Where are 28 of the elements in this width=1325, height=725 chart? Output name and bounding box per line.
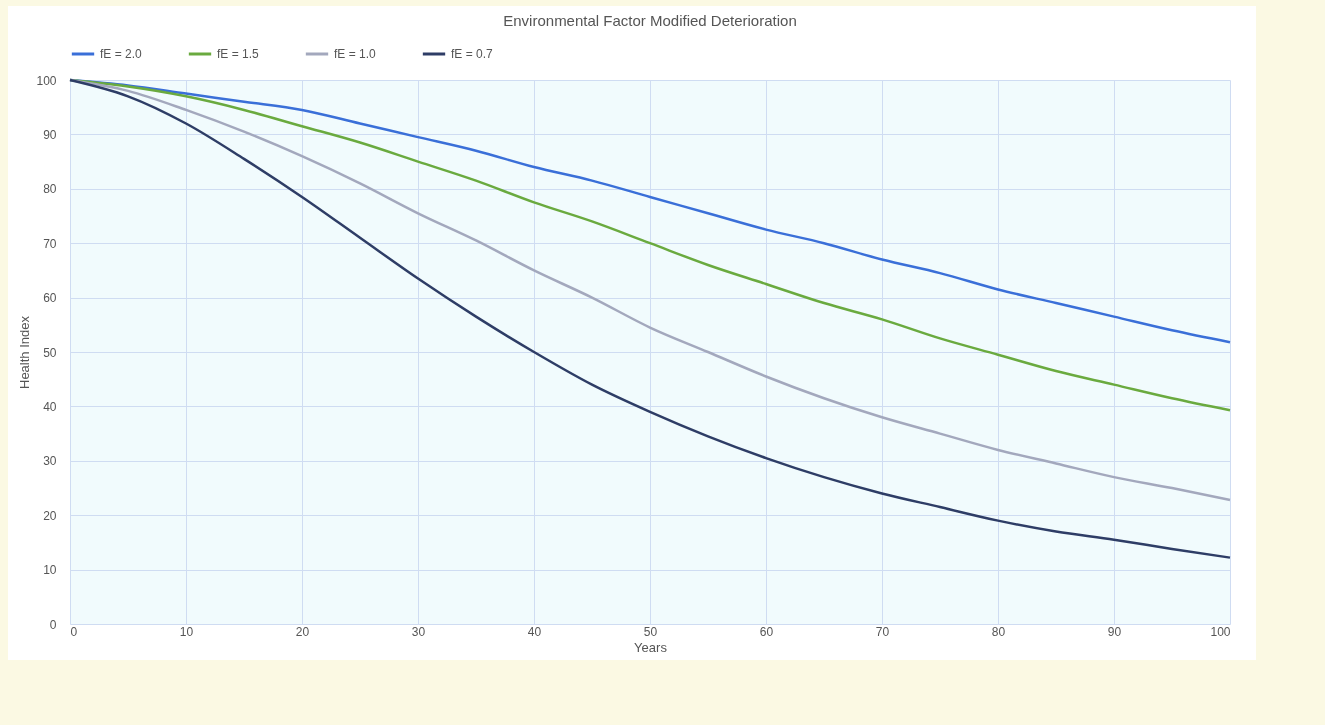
y-tick-label: 80 [43, 182, 57, 197]
y-tick-label: 20 [43, 508, 57, 523]
y-tick-label: 40 [43, 399, 57, 414]
y-tick-label: 60 [43, 291, 57, 306]
x-tick-label: 100 [1210, 624, 1231, 639]
y-tick-label: 10 [43, 563, 57, 578]
x-tick-label: 80 [991, 624, 1006, 639]
x-tick-label: 30 [411, 624, 426, 639]
legend-label: fE = 0.7 [451, 47, 494, 61]
x-tick-label: 50 [643, 624, 658, 639]
x-tick-label: 20 [295, 624, 310, 639]
x-tick-label: 10 [179, 624, 194, 639]
x-tick-label: 0 [70, 624, 78, 639]
legend-label: fE = 1.0 [334, 47, 377, 61]
x-tick-label: 90 [1107, 624, 1122, 639]
x-tick-label: 60 [759, 624, 774, 639]
legend-label: fE = 1.5 [217, 47, 260, 61]
legend-label: fE = 2.0 [100, 47, 143, 61]
x-tick-label: 70 [875, 624, 890, 639]
chart-title: Environmental Factor Modified Deterioration [503, 12, 797, 29]
y-tick-label: 30 [43, 454, 57, 469]
x-axis-title: Years [634, 639, 668, 655]
y-tick-label: 70 [43, 236, 57, 251]
y-tick-label: 90 [43, 127, 57, 142]
y-axis-title: Health Index [17, 315, 33, 389]
x-tick-label: 40 [527, 624, 542, 639]
y-tick-label: 100 [36, 73, 57, 88]
y-tick-label: 50 [43, 345, 57, 360]
